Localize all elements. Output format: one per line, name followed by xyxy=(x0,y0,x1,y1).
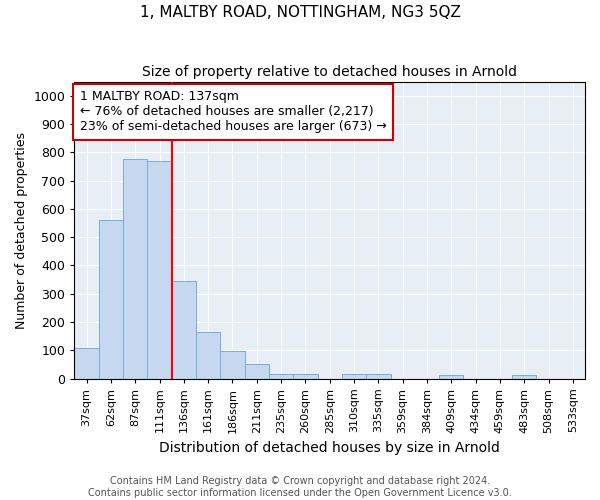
Text: 1 MALTBY ROAD: 137sqm
← 76% of detached houses are smaller (2,217)
23% of semi-d: 1 MALTBY ROAD: 137sqm ← 76% of detached … xyxy=(80,90,386,134)
Bar xyxy=(196,332,220,378)
Bar xyxy=(342,374,366,378)
Bar xyxy=(99,220,123,378)
Bar xyxy=(148,161,172,378)
Bar xyxy=(172,281,196,378)
Y-axis label: Number of detached properties: Number of detached properties xyxy=(15,132,28,328)
Text: Contains HM Land Registry data © Crown copyright and database right 2024.
Contai: Contains HM Land Registry data © Crown c… xyxy=(88,476,512,498)
Bar xyxy=(366,374,391,378)
Bar xyxy=(269,374,293,378)
Bar xyxy=(439,375,463,378)
Text: 1, MALTBY ROAD, NOTTINGHAM, NG3 5QZ: 1, MALTBY ROAD, NOTTINGHAM, NG3 5QZ xyxy=(140,5,460,20)
Bar xyxy=(220,351,245,378)
Bar xyxy=(293,374,317,378)
X-axis label: Distribution of detached houses by size in Arnold: Distribution of detached houses by size … xyxy=(159,441,500,455)
Title: Size of property relative to detached houses in Arnold: Size of property relative to detached ho… xyxy=(142,65,517,79)
Bar xyxy=(74,348,99,378)
Bar xyxy=(123,160,148,378)
Bar xyxy=(512,375,536,378)
Bar xyxy=(245,364,269,378)
